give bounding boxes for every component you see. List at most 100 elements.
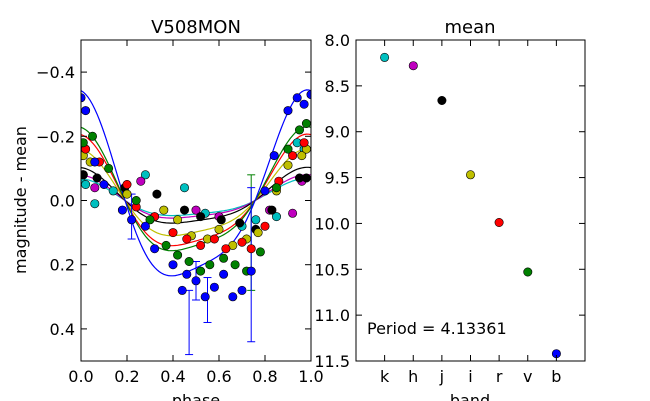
data-point-r	[237, 237, 247, 247]
data-point-v	[145, 215, 155, 225]
mean-ticks: k h j i r v b 8.0 8.5 9.0 9.5 10.0 10.5 11.0 11.5	[314, 31, 585, 386]
data-point-j	[235, 218, 245, 228]
data-point-i	[283, 160, 293, 170]
x-tick-label: 0.2	[114, 367, 139, 386]
lightcurve-ticks: 0.0 0.2 0.4 0.6 0.8 1.0 −0.4 −0.2 0.0 0.2 0.4	[36, 40, 324, 386]
data-point-j	[92, 173, 102, 183]
mean-y-tick-label: 10.5	[314, 260, 350, 279]
data-point-i	[214, 224, 224, 234]
data-point-b	[140, 221, 150, 231]
x-tick-label: 0.8	[252, 367, 277, 386]
data-point-v	[88, 131, 98, 141]
data-point-j	[301, 173, 311, 183]
y-tick-label: 0.0	[50, 192, 75, 211]
mean-y-tick-label: 9.5	[325, 169, 350, 188]
mean-x-axis-label: band	[450, 391, 490, 401]
data-point-r	[168, 228, 178, 238]
data-point-b	[182, 269, 192, 279]
data-point-v	[230, 260, 240, 270]
mean-y-tick-label: 8.0	[325, 31, 350, 50]
data-point-r	[246, 244, 256, 254]
data-point-k	[90, 199, 100, 209]
data-point-h	[136, 176, 146, 186]
band-tick-label: k	[380, 367, 390, 386]
model-curve-i	[81, 148, 311, 237]
data-point-v	[283, 144, 293, 154]
data-point-j	[216, 215, 226, 225]
data-point-b	[237, 285, 247, 295]
data-point-r	[209, 234, 219, 244]
x-tick-label: 0.4	[160, 367, 185, 386]
mean-point-k	[380, 52, 390, 62]
data-point-b	[292, 93, 302, 103]
mean-plot-area	[380, 52, 561, 359]
y-tick-label: −0.2	[36, 127, 75, 146]
data-point-b	[191, 276, 201, 286]
data-point-b	[283, 106, 293, 116]
data-point-r	[122, 180, 132, 190]
data-point-v	[205, 260, 215, 270]
data-point-i	[173, 215, 183, 225]
data-point-b	[99, 180, 109, 190]
data-point-v	[173, 250, 183, 260]
data-point-v	[104, 163, 114, 173]
data-point-b	[209, 282, 219, 292]
data-point-j	[152, 189, 162, 199]
mean-point-j	[437, 96, 447, 106]
band-tick-label: b	[551, 367, 561, 386]
data-point-i	[297, 151, 307, 161]
data-point-j	[196, 212, 206, 222]
data-point-b	[246, 266, 256, 276]
data-point-v	[271, 183, 281, 193]
data-point-j	[81, 170, 88, 180]
data-point-r	[299, 138, 309, 148]
lightcurve-y-axis-label: magnitude - mean	[11, 126, 30, 274]
mean-y-tick-label: 8.5	[325, 77, 350, 96]
y-tick-label: 0.4	[50, 320, 75, 339]
data-point-b	[150, 244, 160, 254]
mean-point-i	[465, 170, 475, 180]
lightcurve-panel: 0.0 0.2 0.4 0.6 0.8 1.0 −0.4 −0.2 0.0 0.2 0.4 V508…	[11, 17, 324, 401]
data-point-i	[122, 189, 132, 199]
data-point-r	[260, 221, 270, 231]
period-value: 4.13361	[440, 319, 506, 338]
model-curve-v	[81, 126, 311, 252]
band-tick-label: v	[523, 367, 532, 386]
data-point-k	[180, 183, 190, 193]
error-bar	[247, 187, 256, 343]
band-tick-label: h	[408, 367, 418, 386]
data-point-b	[81, 106, 91, 116]
data-point-r	[221, 244, 231, 254]
data-point-b	[90, 157, 100, 167]
data-point-b	[260, 186, 270, 196]
data-point-b	[228, 292, 238, 302]
data-point-b	[177, 285, 187, 295]
data-point-j	[267, 205, 277, 215]
band-tick-label: j	[439, 367, 444, 386]
band-tick-label: i	[468, 367, 472, 386]
mean-y-tick-label: 11.5	[314, 352, 350, 371]
data-point-i	[159, 205, 169, 215]
data-point-h	[90, 183, 100, 193]
data-point-h	[191, 205, 201, 215]
y-tick-label: 0.2	[50, 256, 75, 275]
data-point-v	[219, 253, 229, 263]
data-point-v	[255, 247, 265, 257]
data-point-b	[200, 292, 210, 302]
mean-y-tick-label: 11.0	[314, 306, 350, 325]
mean-title: mean	[444, 17, 495, 38]
data-point-b	[127, 215, 137, 225]
mean-panel: k h j i r v b 8.0 8.5 9.0 9.5 10.0 10.5 11.0 11.5 mean…	[314, 17, 586, 401]
data-point-v	[161, 240, 171, 250]
data-point-v	[131, 196, 141, 206]
period-label: Period =	[367, 319, 440, 338]
lightcurve-title: V508MON	[151, 17, 241, 38]
data-point-r	[196, 240, 206, 250]
data-point-k	[140, 170, 150, 180]
lightcurve-x-axis-label: phase	[172, 391, 220, 401]
x-tick-label: 1.0	[298, 367, 323, 386]
data-point-b	[117, 205, 127, 215]
data-point-v	[196, 266, 206, 276]
